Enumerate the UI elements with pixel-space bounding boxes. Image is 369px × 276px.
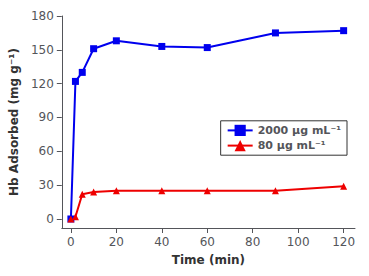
svg-text:60: 60 (39, 144, 54, 158)
svg-text:30: 30 (39, 178, 54, 192)
svg-text:90: 90 (39, 110, 54, 124)
svg-text:120: 120 (332, 235, 355, 249)
svg-text:0: 0 (67, 235, 75, 249)
svg-text:120: 120 (31, 77, 54, 91)
svg-text:180: 180 (31, 9, 54, 23)
svg-text:Time (min): Time (min) (172, 253, 245, 267)
svg-text:80: 80 (245, 235, 260, 249)
svg-text:150: 150 (31, 43, 54, 57)
svg-text:60: 60 (200, 235, 215, 249)
svg-text:80 μg mL⁻¹: 80 μg mL⁻¹ (258, 139, 326, 152)
svg-text:100: 100 (287, 235, 310, 249)
svg-text:20: 20 (109, 235, 124, 249)
svg-text:2000 μg mL⁻¹: 2000 μg mL⁻¹ (258, 124, 342, 137)
svg-text:0: 0 (46, 212, 54, 226)
svg-text:Hb Adsorbed (mg g⁻¹): Hb Adsorbed (mg g⁻¹) (7, 48, 21, 196)
svg-text:40: 40 (154, 235, 169, 249)
